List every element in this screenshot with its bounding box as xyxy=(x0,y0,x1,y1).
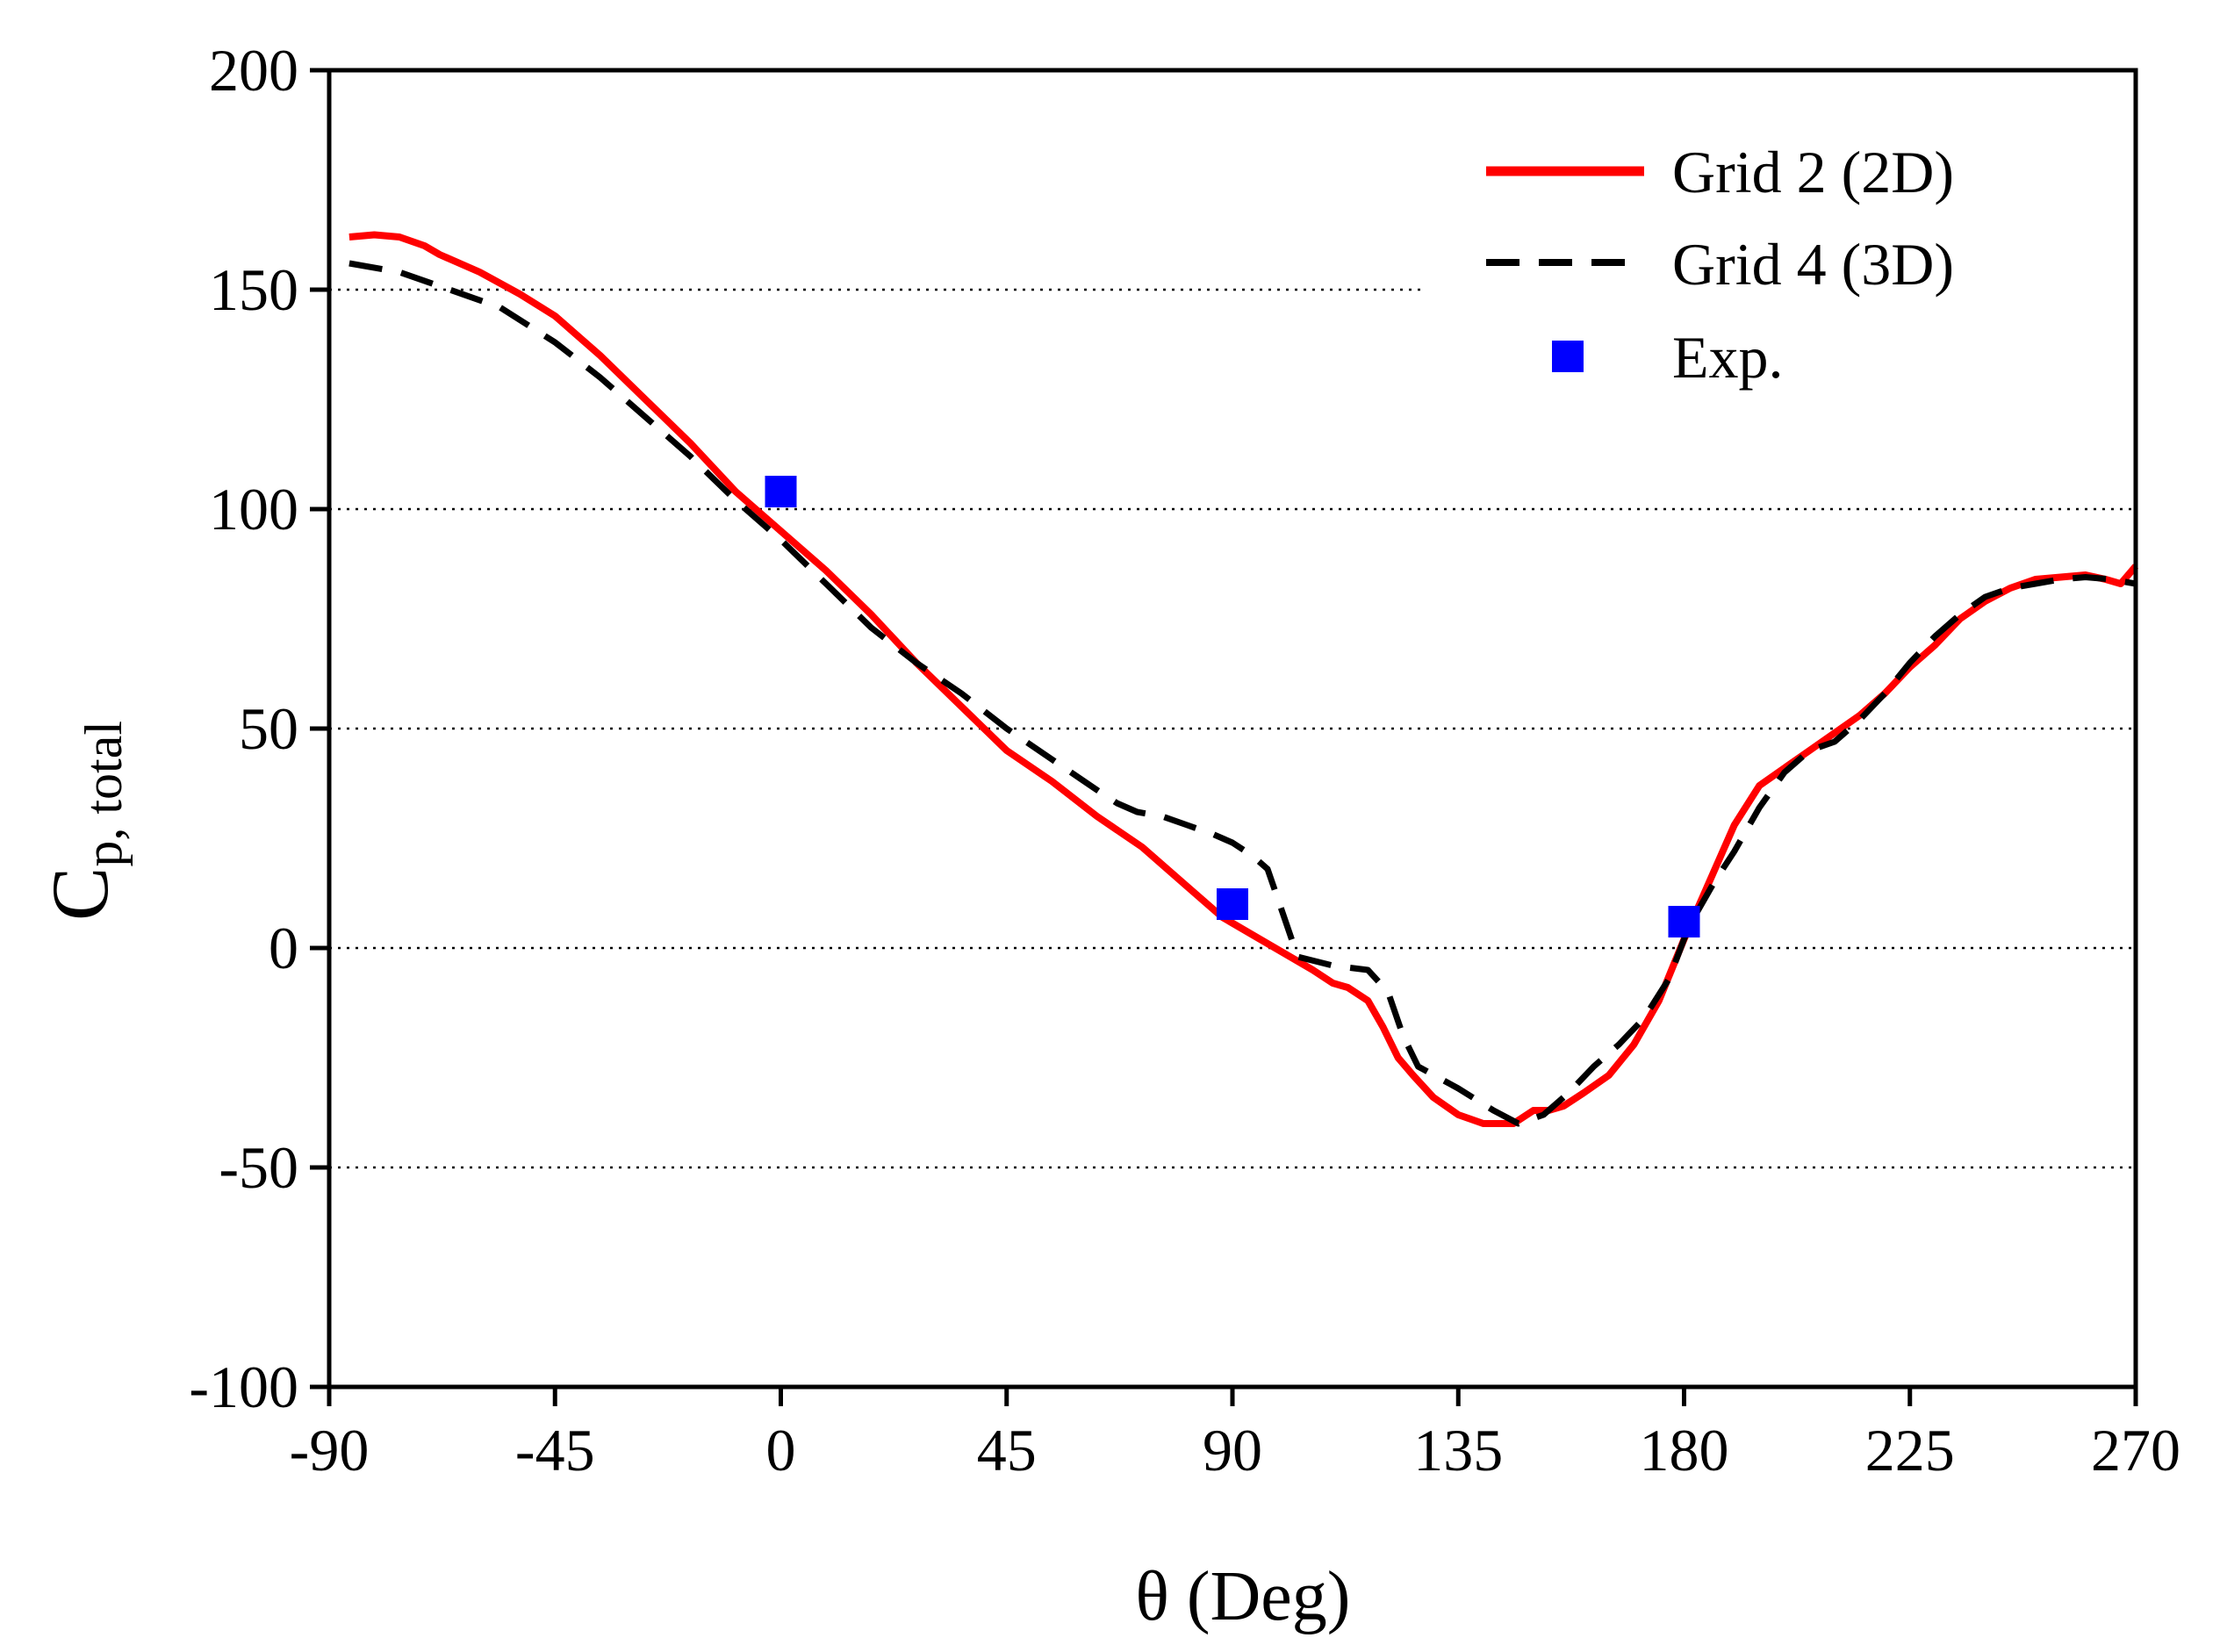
legend-label-grid-4: Grid 4 (3D) xyxy=(1672,231,1954,298)
series-layer xyxy=(348,231,2139,1127)
legend-swatch-exp xyxy=(1552,341,1584,372)
svg-text:Cp, total: Cp, total xyxy=(35,721,133,921)
data-point-exp-2 xyxy=(1668,906,1700,937)
legend-label-exp: Exp. xyxy=(1672,324,1784,391)
x-tick-label--45: -45 xyxy=(515,1417,595,1483)
series-line-grid-4-3d xyxy=(348,260,2137,1127)
y-tick-label-0: 0 xyxy=(269,915,298,981)
x-tick-label-135: 135 xyxy=(1413,1417,1503,1483)
axis-ticks xyxy=(310,68,2138,1406)
x-tick-label-90: 90 xyxy=(1203,1417,1262,1483)
gridlines xyxy=(329,288,2136,1169)
legend: Grid 2 (2D) Grid 4 (3D) Exp. xyxy=(1422,123,2133,413)
data-point-exp-0 xyxy=(765,476,797,507)
y-axis-title-main: C xyxy=(35,867,125,921)
x-tick-label--90: -90 xyxy=(290,1417,370,1483)
x-tick-label-270: 270 xyxy=(2091,1417,2180,1483)
x-tick-label-45: 45 xyxy=(977,1417,1037,1483)
x-tick-label-225: 225 xyxy=(1865,1417,1955,1483)
x-tick-label-180: 180 xyxy=(1640,1417,1729,1483)
y-axis-title: Cp, total xyxy=(35,721,133,921)
y-tick-label--100: -100 xyxy=(189,1354,298,1420)
y-tick-label-50: 50 xyxy=(239,695,298,762)
y-tick-labels: -100 -50 0 50 100 150 200 xyxy=(189,37,298,1420)
x-tick-label-0: 0 xyxy=(766,1417,796,1483)
legend-label-grid-2: Grid 2 (2D) xyxy=(1672,139,1954,205)
y-axis-title-subscript: p, total xyxy=(75,721,133,867)
y-tick-label-200: 200 xyxy=(209,37,298,104)
y-tick-label--50: -50 xyxy=(219,1134,298,1201)
data-point-exp-1 xyxy=(1217,888,1248,920)
plot-frame xyxy=(327,68,2138,1390)
x-tick-labels: -90 -45 0 45 90 135 180 225 270 xyxy=(290,1417,2180,1483)
y-tick-label-150: 150 xyxy=(209,256,298,323)
y-tick-label-100: 100 xyxy=(209,476,298,542)
x-axis-title: θ (Deg) xyxy=(1136,1558,1351,1635)
